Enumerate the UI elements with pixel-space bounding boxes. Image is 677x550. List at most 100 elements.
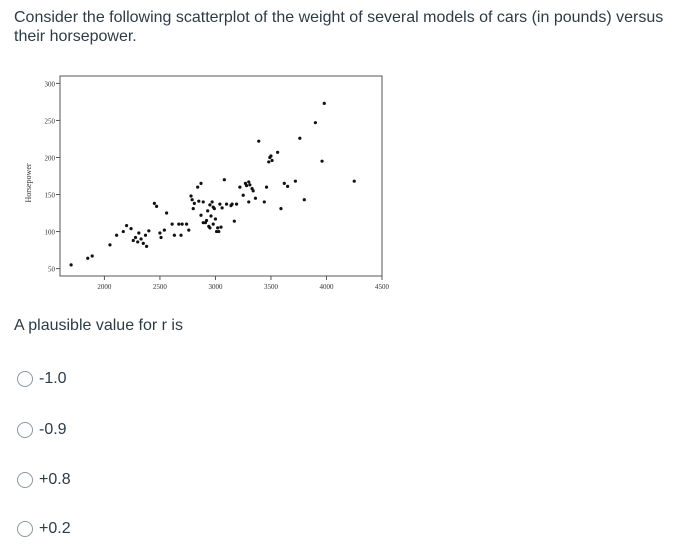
data-point bbox=[220, 206, 224, 210]
data-point bbox=[69, 263, 73, 267]
data-point bbox=[164, 211, 169, 215]
data-point bbox=[269, 154, 273, 158]
x-tick-label: 4000 bbox=[319, 283, 334, 291]
data-point bbox=[115, 233, 119, 237]
data-point bbox=[282, 181, 286, 186]
x-tick-label: 3500 bbox=[264, 283, 279, 291]
data-point bbox=[298, 136, 302, 140]
data-point bbox=[190, 198, 194, 202]
y-tick-label: 300 bbox=[45, 80, 56, 88]
data-point bbox=[267, 160, 271, 164]
data-point bbox=[218, 202, 222, 206]
data-point bbox=[293, 179, 297, 183]
y-tick-label: 250 bbox=[45, 117, 56, 125]
data-point bbox=[214, 229, 219, 234]
data-point bbox=[212, 206, 216, 211]
data-point bbox=[86, 256, 90, 260]
data-point bbox=[179, 233, 183, 237]
scatterplot: 50 100 150 200 250 300 2000 2500 3000 3500 4000 45… bbox=[24, 75, 390, 291]
option-pos-0-2[interactable]: +0.2 bbox=[17, 518, 71, 540]
y-tick-label: 100 bbox=[45, 229, 56, 237]
x-axis: 2000 2500 3000 3500 4000 4500 bbox=[97, 276, 390, 291]
data-point bbox=[184, 222, 189, 226]
data-point bbox=[155, 204, 159, 208]
data-point bbox=[262, 200, 266, 204]
radio-button[interactable] bbox=[17, 472, 33, 488]
radio-button[interactable] bbox=[17, 371, 33, 387]
x-tick-label: 2000 bbox=[97, 283, 112, 291]
option-label: -1.0 bbox=[39, 370, 67, 387]
data-point bbox=[238, 185, 242, 189]
data-point bbox=[172, 233, 176, 237]
data-point bbox=[199, 181, 203, 186]
data-point bbox=[251, 189, 255, 193]
data-point bbox=[204, 218, 209, 223]
data-point bbox=[90, 254, 94, 258]
data-point bbox=[137, 231, 141, 235]
data-point bbox=[125, 224, 129, 228]
y-tick-label: 50 bbox=[48, 266, 56, 274]
data-point bbox=[210, 200, 214, 204]
option-neg-1-0[interactable]: -1.0 bbox=[17, 368, 67, 390]
option-label: +0.2 bbox=[39, 520, 71, 537]
data-point bbox=[197, 199, 201, 203]
data-point bbox=[209, 214, 213, 218]
question-text: Consider the following scatterplot of th… bbox=[14, 9, 664, 45]
data-point bbox=[208, 226, 212, 230]
question-prompt: A plausible value for r is bbox=[14, 317, 183, 334]
data-point bbox=[224, 202, 229, 206]
data-point bbox=[180, 222, 184, 226]
data-point bbox=[244, 184, 249, 188]
option-pos-0-8[interactable]: +0.8 bbox=[17, 469, 71, 491]
data-point bbox=[352, 179, 356, 183]
data-point bbox=[108, 243, 112, 247]
data-point bbox=[219, 225, 223, 229]
radio-button[interactable] bbox=[17, 521, 33, 537]
y-tick-label: 200 bbox=[45, 154, 56, 162]
data-point bbox=[189, 194, 193, 198]
data-point bbox=[241, 193, 245, 197]
data-point bbox=[217, 229, 221, 234]
data-point bbox=[187, 228, 191, 232]
data-point bbox=[257, 139, 261, 143]
data-points bbox=[69, 101, 356, 267]
data-point bbox=[302, 198, 306, 202]
data-point bbox=[201, 200, 205, 204]
option-label: +0.8 bbox=[39, 471, 71, 488]
data-point bbox=[159, 235, 163, 240]
data-point bbox=[234, 202, 239, 206]
data-point bbox=[158, 231, 162, 235]
data-point bbox=[152, 201, 156, 206]
option-neg-0-9[interactable]: -0.9 bbox=[17, 419, 67, 441]
data-point bbox=[145, 244, 149, 248]
data-point bbox=[177, 222, 181, 226]
data-point bbox=[286, 184, 290, 188]
data-point bbox=[216, 226, 220, 230]
data-point bbox=[313, 121, 317, 125]
data-point bbox=[253, 196, 258, 200]
data-point bbox=[133, 235, 138, 240]
data-point bbox=[201, 221, 205, 225]
data-point bbox=[279, 206, 283, 211]
data-point bbox=[222, 178, 226, 182]
data-point bbox=[199, 213, 203, 217]
data-point bbox=[208, 203, 212, 207]
radio-button[interactable] bbox=[17, 422, 33, 438]
data-point bbox=[230, 202, 234, 206]
data-point bbox=[131, 238, 135, 243]
data-point bbox=[162, 228, 166, 232]
data-point bbox=[192, 201, 196, 206]
data-point bbox=[121, 229, 125, 234]
data-point bbox=[211, 222, 215, 226]
data-point bbox=[270, 158, 274, 163]
data-point bbox=[147, 229, 151, 233]
data-point bbox=[129, 226, 133, 231]
data-point bbox=[170, 222, 174, 226]
option-label: -0.9 bbox=[39, 421, 67, 438]
data-point bbox=[143, 233, 148, 237]
data-point bbox=[276, 150, 280, 154]
data-point bbox=[247, 180, 251, 184]
data-point bbox=[232, 219, 236, 223]
data-point bbox=[139, 237, 143, 241]
data-point bbox=[264, 185, 269, 189]
